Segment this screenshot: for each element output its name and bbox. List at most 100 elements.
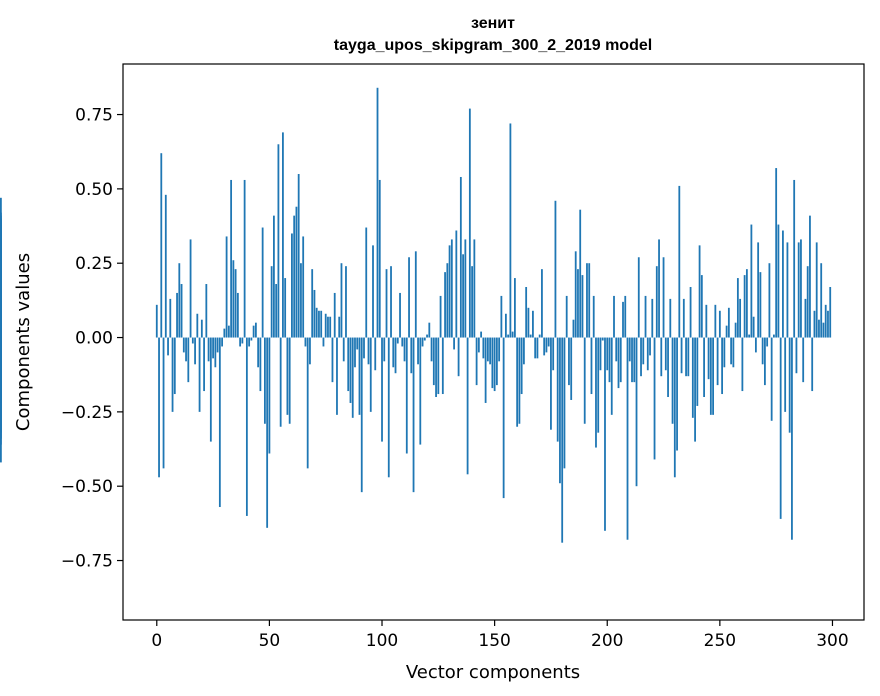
bar xyxy=(277,144,280,338)
bar xyxy=(592,295,595,338)
bar xyxy=(581,275,584,338)
bar xyxy=(518,337,521,424)
bar xyxy=(270,266,273,338)
bar xyxy=(543,337,546,356)
bar xyxy=(412,337,415,493)
bar xyxy=(811,337,814,392)
bar xyxy=(664,337,667,371)
x-tick-label: 50 xyxy=(259,631,281,651)
bar xyxy=(345,266,347,338)
bar xyxy=(164,194,167,338)
bar xyxy=(248,337,251,347)
bar xyxy=(273,215,275,338)
bar xyxy=(606,337,609,371)
bar xyxy=(712,337,714,415)
bar xyxy=(241,337,244,344)
bar xyxy=(462,254,464,338)
bar xyxy=(250,337,253,341)
bar xyxy=(180,284,183,338)
bar xyxy=(336,337,338,415)
x-tick-label: 250 xyxy=(704,631,736,651)
bar xyxy=(597,337,600,433)
bar xyxy=(218,337,221,508)
bar xyxy=(232,260,235,338)
bar xyxy=(158,337,160,478)
bar xyxy=(552,337,555,371)
bar xyxy=(423,337,426,341)
bar xyxy=(586,263,588,338)
bar xyxy=(376,87,379,338)
bar xyxy=(297,174,300,338)
bar xyxy=(568,337,570,386)
bar xyxy=(351,337,354,418)
bar xyxy=(662,257,665,338)
bar xyxy=(0,260,2,338)
bar xyxy=(536,337,539,359)
bar xyxy=(745,269,748,338)
bar xyxy=(815,242,818,338)
bar xyxy=(813,310,816,338)
bar xyxy=(239,337,242,347)
bar xyxy=(561,337,564,543)
bar xyxy=(534,337,537,359)
bar xyxy=(349,337,352,403)
bar xyxy=(182,337,185,353)
bar xyxy=(538,334,541,338)
bar xyxy=(471,266,474,338)
bar xyxy=(775,168,778,338)
bar xyxy=(529,334,532,338)
bar xyxy=(0,337,2,400)
bar xyxy=(354,337,356,368)
bar xyxy=(550,337,552,430)
bar xyxy=(194,337,196,365)
bar xyxy=(513,278,516,338)
bar xyxy=(360,337,363,493)
bar xyxy=(261,227,264,338)
bar xyxy=(369,337,372,412)
bar xyxy=(214,337,217,368)
bar xyxy=(358,337,361,415)
y-axis-ticks: −0.75 −0.50 −0.25 0.00 0.25 0.50 0.75 xyxy=(61,106,123,572)
bar xyxy=(721,337,724,395)
bar xyxy=(473,239,476,338)
bar xyxy=(392,337,395,368)
bar xyxy=(570,337,573,400)
bar xyxy=(709,337,712,415)
bar xyxy=(685,337,687,377)
bar xyxy=(507,334,510,338)
bar xyxy=(827,310,829,338)
bar xyxy=(703,337,705,398)
bar xyxy=(637,257,640,338)
bar xyxy=(583,337,586,424)
bar xyxy=(788,337,791,433)
bar xyxy=(435,337,437,398)
x-tick-label: 100 xyxy=(366,631,398,651)
x-tick-label: 200 xyxy=(591,631,623,651)
bar xyxy=(189,239,192,338)
bar xyxy=(754,337,757,353)
bar xyxy=(315,307,318,338)
bar xyxy=(649,337,651,356)
y-axis-label: Components values xyxy=(13,253,34,431)
bar xyxy=(750,224,753,338)
bar xyxy=(468,108,471,338)
bar xyxy=(441,337,444,395)
bar xyxy=(646,337,649,371)
bar xyxy=(574,251,577,338)
y-tick-label: 0.00 xyxy=(75,329,113,349)
bar xyxy=(718,310,721,338)
bar xyxy=(498,337,501,362)
bar xyxy=(806,266,809,338)
bar xyxy=(432,337,435,386)
bar xyxy=(455,230,458,338)
bar xyxy=(757,242,760,338)
bar xyxy=(523,337,525,365)
bar xyxy=(520,337,523,395)
bar xyxy=(356,337,359,350)
bar xyxy=(410,337,413,374)
bar xyxy=(403,337,406,362)
y-tick-label: −0.50 xyxy=(61,477,113,497)
bar xyxy=(266,337,269,528)
bar xyxy=(390,266,392,338)
bar xyxy=(761,337,764,365)
